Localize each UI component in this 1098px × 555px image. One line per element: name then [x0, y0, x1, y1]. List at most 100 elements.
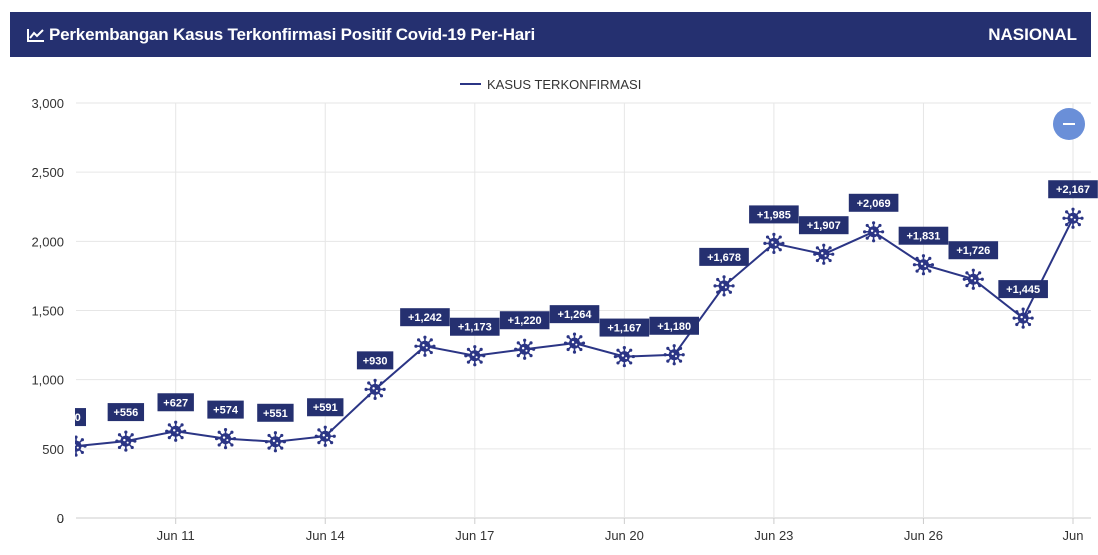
data-label: +1,907 [798, 216, 849, 235]
data-label-text: +574 [213, 405, 239, 417]
marker-spike-tip [479, 347, 483, 351]
marker-spike-tip [516, 341, 520, 345]
marker-spike-tip [1062, 216, 1066, 220]
marker-dot [924, 265, 927, 268]
marker-spike-tip [1021, 307, 1025, 311]
marker-dot [126, 441, 129, 444]
marker-spike-tip [217, 430, 221, 434]
marker-spike-tip [1015, 310, 1019, 314]
scope-label: NASIONAL [988, 25, 1077, 44]
marker-spike-tip [722, 293, 726, 297]
x-tick-label: Jun 20 [605, 528, 644, 543]
line-chart-icon [27, 28, 44, 42]
marker-spike-tip [865, 223, 869, 228]
data-label-box [356, 351, 394, 370]
marker-spike-tip [80, 438, 84, 442]
marker-spike-tip [663, 353, 667, 357]
marker-dot [774, 243, 777, 246]
marker-spike-tip [117, 445, 122, 450]
marker-spike-tip [529, 353, 533, 358]
x-tick-label: Jun 17 [455, 528, 494, 543]
data-label-box [699, 247, 749, 266]
data-label-text: +2,167 [1056, 184, 1090, 196]
marker-spike-tip [815, 258, 819, 263]
marker-spike-tip [579, 347, 583, 352]
data-label-box [499, 311, 550, 330]
zoom-out-button[interactable] [1053, 108, 1085, 140]
marker-spike-tip [778, 235, 782, 239]
marker-body [220, 433, 232, 445]
data-label-text: +1,678 [707, 252, 741, 264]
marker-dot [870, 229, 874, 232]
data-point [613, 345, 635, 368]
marker-spike-tip [865, 236, 869, 240]
data-label-text: +1,180 [657, 321, 691, 333]
chart-header: Perkembangan Kasus Terkonfirmasi Positif… [10, 12, 1091, 57]
data-label-text: +1,167 [607, 323, 641, 335]
x-tick-label: Jun 26 [904, 528, 943, 543]
marker-dot [970, 277, 973, 280]
marker-dot [475, 356, 478, 359]
data-label-box [207, 400, 244, 419]
marker-spike-tip [282, 440, 286, 444]
marker-dot [226, 439, 229, 442]
marker-spike-tip [772, 250, 776, 255]
data-label-text: +1,726 [956, 245, 990, 257]
marker-spike-tip [414, 344, 418, 348]
data-point [813, 243, 835, 265]
marker-spike-tip [678, 346, 683, 351]
data-label: +1,985 [749, 205, 799, 224]
marker-dot [920, 262, 924, 265]
data-label: +574 [207, 400, 244, 419]
data-point [1062, 207, 1084, 229]
marker-spike-tip [332, 434, 336, 438]
marker-spike-tip [232, 436, 237, 441]
marker-spike-tip [165, 429, 169, 433]
marker-body [569, 337, 580, 349]
data-point [663, 344, 685, 366]
marker-spike-tip [978, 284, 982, 288]
data-point [912, 254, 935, 276]
marker-spike-tip [416, 350, 421, 355]
x-tick-label: Jun 14 [306, 528, 345, 543]
marker-body [917, 259, 929, 271]
marker-spike-tip [822, 261, 826, 265]
marker-spike-tip [330, 441, 334, 445]
marker-spike-tip [523, 356, 527, 360]
marker-spike-tip [516, 353, 520, 358]
marker-spike-tip [379, 381, 384, 385]
marker-body [1067, 212, 1079, 224]
marker-spike-tip [681, 353, 685, 357]
x-tick-label: Jun 23 [754, 528, 793, 543]
data-label-text: +591 [313, 402, 338, 414]
y-tick-label: 500 [42, 442, 64, 457]
marker-spike-tip [80, 450, 84, 455]
marker-dot [322, 434, 325, 437]
marker-spike-tip [622, 345, 626, 350]
data-label-text: +1,907 [807, 220, 841, 232]
marker-spike-tip [631, 354, 635, 359]
marker-spike-tip [180, 423, 184, 427]
data-label: +591 [307, 398, 344, 417]
data-label: +1,264 [549, 305, 600, 324]
data-label-text: +930 [363, 355, 388, 367]
marker-spike-tip [373, 378, 377, 382]
marker-body [718, 280, 730, 292]
marker-dot [671, 352, 674, 355]
data-label-box [257, 403, 294, 422]
marker-spike-tip [180, 436, 184, 440]
data-label-box [749, 205, 799, 224]
marker-spike-tip [133, 439, 137, 443]
marker-spike-tip [382, 387, 386, 391]
data-label: +1,173 [450, 317, 500, 336]
marker-spike-tip [728, 277, 733, 282]
marker-body [1017, 312, 1029, 324]
marker-spike-tip [765, 235, 770, 239]
data-point [464, 345, 486, 367]
data-point [264, 431, 286, 453]
marker-spike-tip [666, 359, 670, 363]
marker-spike-tip [423, 353, 427, 357]
marker-spike-tip [831, 252, 835, 256]
marker-dot [222, 436, 226, 439]
marker-spike-tip [980, 277, 984, 281]
